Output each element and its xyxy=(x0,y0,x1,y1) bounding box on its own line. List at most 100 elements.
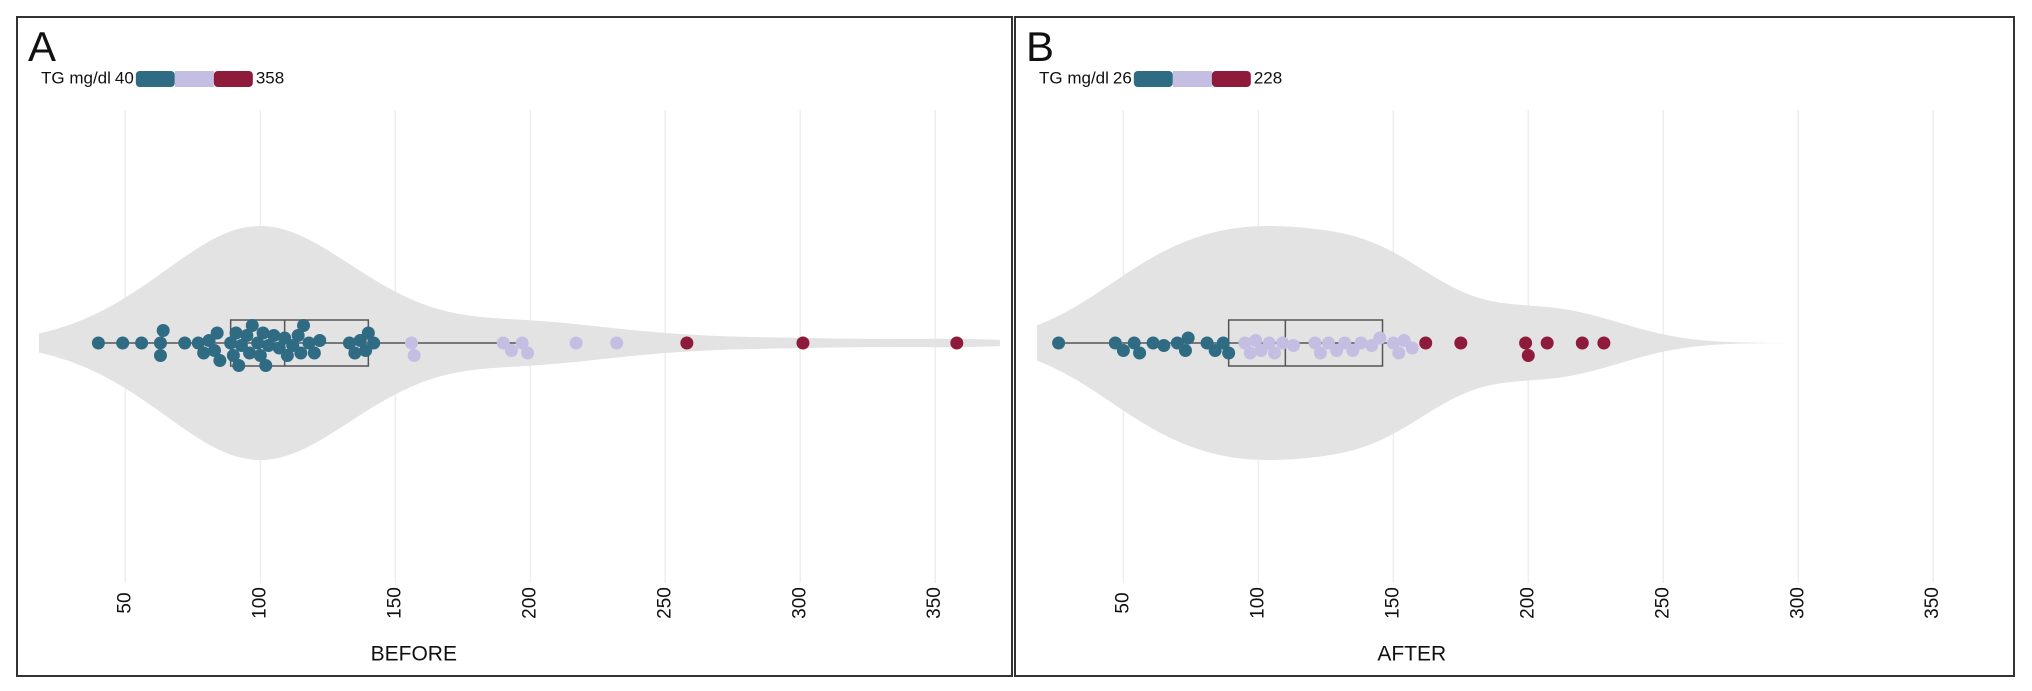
point xyxy=(569,336,583,350)
point xyxy=(197,346,211,360)
point xyxy=(135,336,149,350)
point xyxy=(680,336,694,350)
point xyxy=(1521,349,1535,362)
point xyxy=(243,346,257,360)
x-tick-label: 100 xyxy=(1247,587,1268,619)
point xyxy=(1405,341,1419,355)
legend-swatch xyxy=(1172,71,1212,87)
point xyxy=(1354,336,1368,350)
point xyxy=(259,359,273,372)
point xyxy=(1178,344,1192,357)
point xyxy=(1238,336,1252,350)
point xyxy=(1116,344,1130,357)
point xyxy=(1127,336,1141,350)
point xyxy=(1249,334,1263,347)
x-tick-label: 350 xyxy=(1922,587,1943,619)
point xyxy=(1597,336,1611,350)
panel-label: B xyxy=(1026,23,1054,70)
legend-title: TG mg/dl xyxy=(41,68,111,87)
point xyxy=(610,336,624,350)
point xyxy=(267,329,281,342)
point xyxy=(796,336,810,350)
panel-frame xyxy=(16,16,1013,677)
point xyxy=(1454,336,1468,350)
point xyxy=(1386,336,1400,350)
point xyxy=(297,319,311,332)
point xyxy=(251,336,265,350)
point xyxy=(348,346,362,360)
point xyxy=(1222,346,1236,360)
point xyxy=(1540,336,1554,350)
point xyxy=(405,336,419,350)
point xyxy=(1575,336,1589,350)
point xyxy=(1373,331,1387,345)
point xyxy=(367,336,381,350)
point xyxy=(1268,346,1282,360)
point xyxy=(1276,336,1290,350)
point xyxy=(342,336,356,350)
point xyxy=(1392,346,1406,360)
x-tick-label: 250 xyxy=(1652,587,1673,619)
point xyxy=(504,344,518,357)
point xyxy=(210,326,224,340)
x-tick-label: 300 xyxy=(789,587,810,619)
panel-label: A xyxy=(28,23,56,70)
legend-swatch xyxy=(174,71,214,87)
legend-swatch xyxy=(1211,71,1251,87)
violin xyxy=(1037,226,1998,460)
x-tick-label: 150 xyxy=(1382,587,1403,619)
point xyxy=(91,336,105,350)
point xyxy=(294,346,308,360)
point xyxy=(1308,336,1322,350)
x-tick-label: 50 xyxy=(1112,592,1133,613)
point xyxy=(153,349,167,362)
point xyxy=(313,334,327,347)
point xyxy=(253,349,267,362)
point xyxy=(116,336,130,350)
point xyxy=(407,349,421,362)
point xyxy=(178,336,192,350)
legend-min: 40 xyxy=(115,68,134,87)
x-tick-label: 50 xyxy=(114,592,135,613)
point xyxy=(1286,339,1300,352)
point xyxy=(207,344,221,357)
point xyxy=(1052,336,1066,350)
x-tick-label: 250 xyxy=(654,587,675,619)
legend-min: 26 xyxy=(1113,68,1132,87)
legend-max: 358 xyxy=(256,68,284,87)
legend-title: TG mg/dl xyxy=(1039,68,1109,87)
point xyxy=(1243,346,1257,360)
point xyxy=(245,319,259,332)
x-axis-label: BEFORE xyxy=(371,643,457,666)
point xyxy=(226,349,240,362)
panel-frame xyxy=(1014,16,2015,677)
legend-swatch xyxy=(213,71,253,87)
point xyxy=(950,336,964,350)
x-tick-label: 350 xyxy=(924,587,945,619)
point xyxy=(302,336,316,350)
point xyxy=(261,339,275,352)
point xyxy=(1181,331,1195,345)
point xyxy=(1157,339,1171,352)
x-tick-label: 300 xyxy=(1787,587,1808,619)
point xyxy=(191,336,205,350)
x-tick-label: 200 xyxy=(519,587,540,619)
point xyxy=(361,326,375,340)
legend-max: 228 xyxy=(1254,68,1282,87)
x-tick-label: 200 xyxy=(1517,587,1538,619)
point xyxy=(1519,336,1533,350)
point xyxy=(280,349,294,362)
x-tick-label: 150 xyxy=(384,587,405,619)
point xyxy=(521,346,535,360)
legend-swatch xyxy=(135,71,175,87)
point xyxy=(229,326,243,340)
legend-swatch xyxy=(1133,71,1173,87)
point xyxy=(1133,346,1147,360)
point xyxy=(224,336,238,350)
x-axis-label: AFTER xyxy=(1377,643,1446,666)
point xyxy=(1216,336,1230,350)
point xyxy=(240,329,254,342)
point xyxy=(1146,336,1160,350)
point xyxy=(1313,346,1327,360)
